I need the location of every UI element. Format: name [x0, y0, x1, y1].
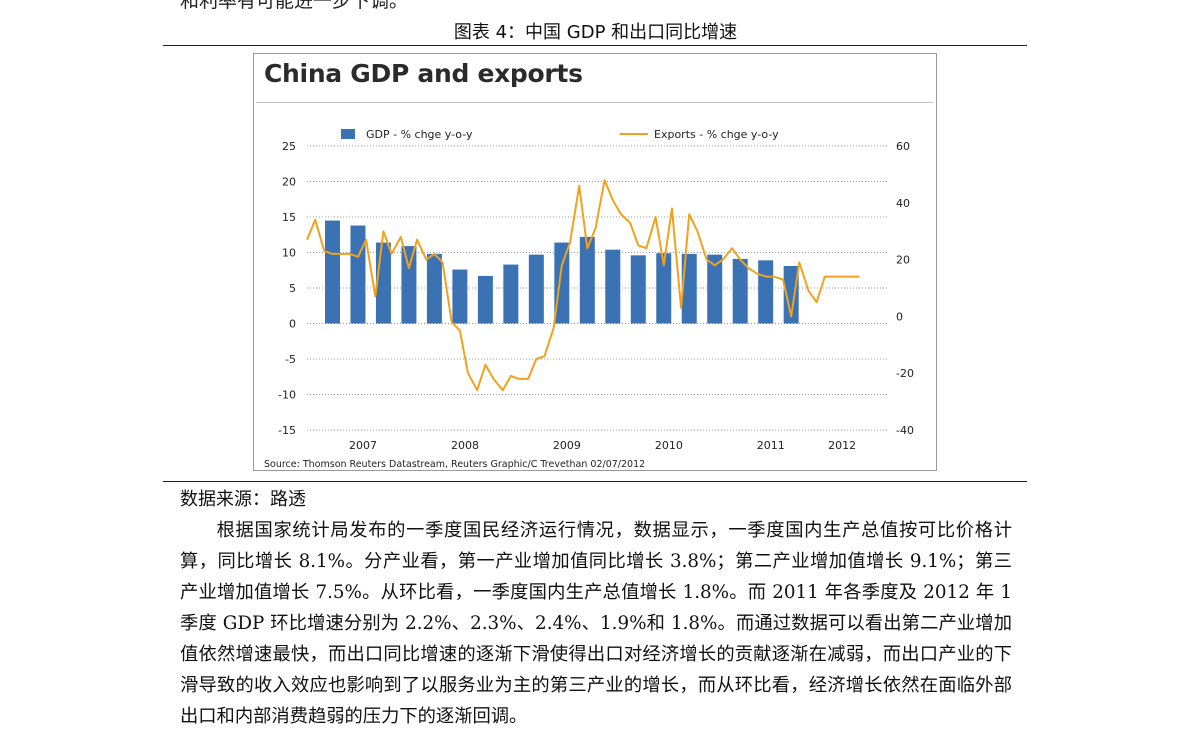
left-axis-tick-label: 25 [282, 140, 296, 153]
exports-line [306, 179, 860, 392]
gdp-bar [656, 253, 672, 324]
gdp-bar [426, 253, 442, 324]
x-axis-tick-label: 2009 [553, 439, 581, 452]
x-axis-tick-label: 2010 [655, 439, 683, 452]
gdp-bar [554, 242, 570, 324]
gdp-bar [605, 249, 621, 324]
left-axis-tick-label: 5 [289, 282, 296, 295]
gdp-bar [579, 236, 595, 324]
gdp-bar [503, 264, 519, 324]
left-axis-tick-label: -10 [278, 389, 296, 402]
legend-exports-label: Exports - % chge y-o-y [654, 128, 779, 141]
left-axis-tick-label: 20 [282, 176, 296, 189]
gdp-bar [758, 260, 774, 324]
chart-frame: China GDP and exports [253, 53, 937, 471]
gdp-bar [528, 254, 544, 324]
gdp-bar [707, 254, 723, 324]
right-axis-tick-label: -40 [896, 424, 914, 437]
body-paragraph-text: 根据国家统计局发布的一季度国民经济运行情况，数据显示，一季度国内生产总值按可比价… [180, 520, 1012, 727]
gdp-bar [452, 269, 468, 324]
bottom-rule [163, 481, 1027, 482]
legend-gdp-swatch [341, 129, 355, 139]
chart-title: China GDP and exports [264, 59, 583, 88]
body-paragraph: 根据国家统计局发布的一季度国民经济运行情况，数据显示，一季度国内生产总值按可比价… [180, 515, 1012, 732]
x-axis-tick-label: 2012 [828, 439, 856, 452]
gdp-bar [630, 255, 646, 324]
gdp-bar [350, 225, 366, 324]
figure-caption: 图表 4：中国 GDP 和出口同比增速 [453, 22, 738, 43]
gdp-bar [477, 275, 493, 324]
gdp-bar [783, 265, 799, 324]
right-axis-tick-label: 0 [896, 310, 903, 323]
gdp-bar [375, 242, 391, 324]
chart-title-rule [256, 102, 934, 103]
x-axis-tick-label: 2008 [451, 439, 479, 452]
top-rule [163, 45, 1027, 46]
left-axis-tick-label: 0 [289, 318, 296, 331]
gdp-bar [401, 246, 417, 324]
right-axis-tick-label: 60 [896, 140, 910, 153]
left-axis-tick-label: -5 [285, 353, 296, 366]
legend-gdp-label: GDP - % chge y-o-y [366, 128, 473, 141]
right-axis-tick-label: 40 [896, 197, 910, 210]
right-axis-tick-label: 20 [896, 254, 910, 267]
gdp-bar [732, 258, 748, 324]
x-axis-tick-label: 2011 [757, 439, 785, 452]
right-axis-tick-label: -20 [896, 367, 914, 380]
gdp-bar [324, 220, 340, 324]
top-text-fragment: 和利率有可能进一步下调。 [180, 0, 409, 12]
left-axis-tick-label: -15 [278, 424, 296, 437]
x-axis-tick-label: 2007 [349, 439, 377, 452]
chart-source: Source: Thomson Reuters Datastream, Reut… [264, 459, 646, 470]
data-source-note: 数据来源：路透 [180, 489, 306, 510]
gdp-bar [681, 253, 697, 324]
left-axis-tick-label: 15 [282, 211, 296, 224]
left-axis-tick-label: 10 [282, 247, 296, 260]
